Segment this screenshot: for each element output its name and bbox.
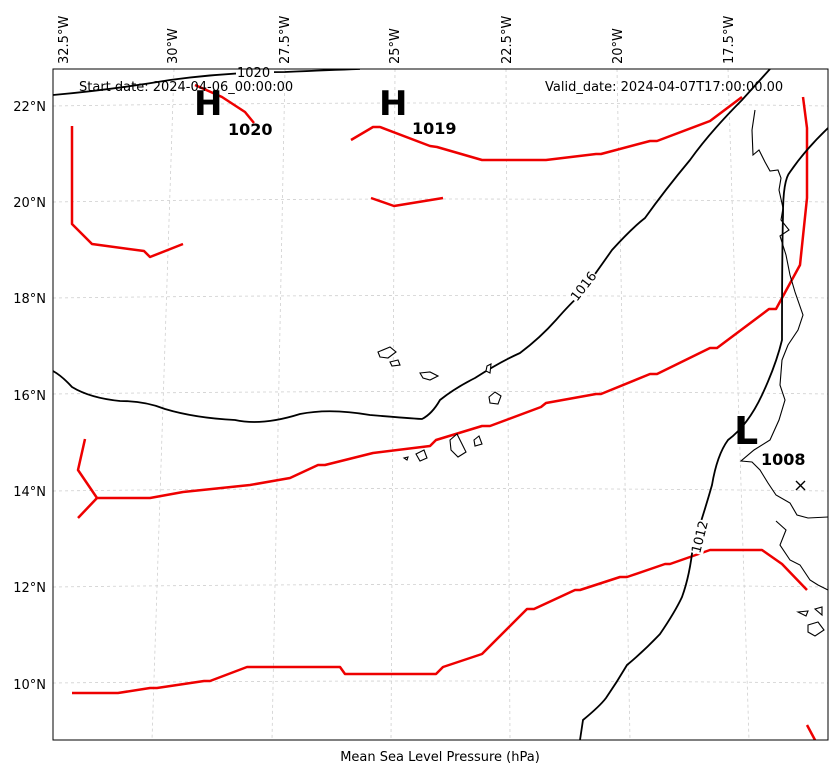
- front-line: [72, 548, 808, 695]
- front-line: [350, 96, 743, 162]
- island: [402, 456, 409, 461]
- lon-tick-label: 25°W: [388, 28, 403, 64]
- low-pressure-value: 1008: [761, 450, 806, 469]
- lon-tick-label: 30°W: [166, 28, 181, 64]
- latitude-labels: 22°N 20°N 18°N 16°N 14°N 12°N 10°N: [13, 100, 46, 693]
- lat-tick-label: 10°N: [13, 678, 46, 693]
- low-pressure-letter: L: [734, 409, 758, 453]
- front-line: [370, 196, 444, 208]
- fronts: [70, 83, 817, 740]
- isobar-1012: [579, 127, 828, 740]
- coastlines: [377, 109, 828, 637]
- high-pressure-letter: H: [194, 84, 222, 124]
- island: [419, 371, 440, 381]
- island: [796, 610, 809, 617]
- valid-date-label: Valid_date: 2024-04-07T17:00:00.00: [545, 80, 783, 95]
- lon-tick-label: 22.5°W: [500, 16, 515, 64]
- island: [389, 359, 401, 367]
- island: [485, 363, 492, 374]
- lon-tick-label: 17.5°W: [722, 16, 737, 64]
- island: [415, 449, 428, 462]
- front-line: [805, 724, 817, 740]
- lat-tick-label: 20°N: [13, 196, 46, 211]
- graticule: [53, 69, 828, 740]
- isobar-1016: [53, 69, 771, 423]
- island: [473, 435, 483, 447]
- start-date-label: Start date: 2024-04-06_00:00:00: [79, 80, 293, 95]
- isobar-label-1020: 1020: [237, 66, 270, 81]
- front-line: [194, 83, 255, 124]
- low-center-marker: [795, 480, 806, 491]
- high-pressure-value: 1020: [228, 120, 273, 139]
- island: [488, 391, 502, 405]
- longitude-labels: 32.5°W 30°W 27.5°W 25°W 22.5°W 20°W 17.5…: [57, 16, 737, 64]
- map-xlabel: Mean Sea Level Pressure (hPa): [340, 750, 540, 765]
- pressure-centers: H H 1020 1019 L 1008: [194, 84, 806, 491]
- africa-coast: [775, 520, 828, 591]
- island: [377, 346, 397, 359]
- lat-tick-label: 18°N: [13, 292, 46, 307]
- lon-tick-label: 20°W: [611, 28, 626, 64]
- island: [807, 621, 825, 637]
- front-line: [76, 96, 809, 500]
- high-pressure-value: 1019: [412, 119, 457, 138]
- front-line: [70, 126, 184, 259]
- africa-coast: [739, 109, 828, 519]
- lon-tick-label: 27.5°W: [278, 16, 293, 64]
- lat-tick-label: 14°N: [13, 485, 46, 500]
- lon-tick-label: 32.5°W: [57, 16, 72, 64]
- isobars: [53, 69, 828, 740]
- front-line: [77, 497, 98, 519]
- lat-tick-label: 22°N: [13, 100, 46, 115]
- isobar-labels: 1020 1016 1012: [236, 65, 712, 556]
- lat-tick-label: 16°N: [13, 389, 46, 404]
- isobar-1020: [53, 69, 361, 96]
- island: [449, 433, 467, 458]
- high-pressure-letter: H: [379, 84, 407, 124]
- island: [813, 606, 823, 617]
- lat-tick-label: 12°N: [13, 581, 46, 596]
- plot-frame: [52, 68, 829, 741]
